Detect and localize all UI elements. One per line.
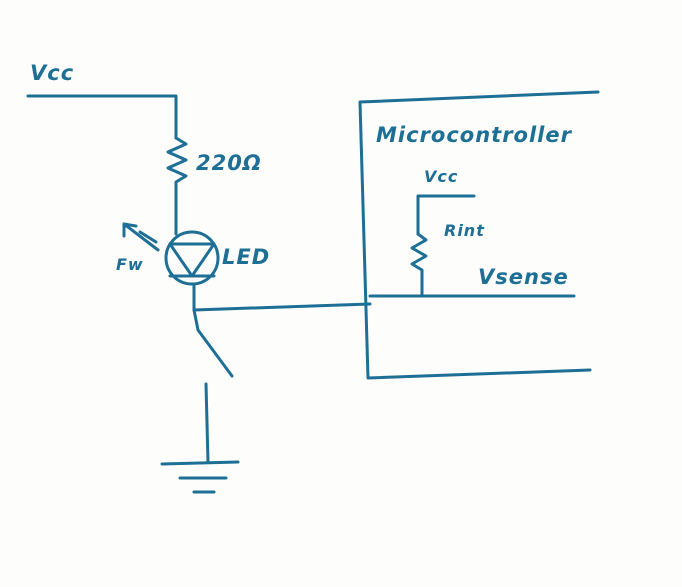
led-body-icon xyxy=(164,230,220,286)
led-triangle-icon xyxy=(168,242,216,278)
microcontroller-block: Microcontroller Vcc Rint Vsense xyxy=(358,90,600,380)
resistor-zigzag-icon xyxy=(166,136,188,236)
vcc-internal-wire xyxy=(416,194,476,236)
switch-ground-wire xyxy=(204,382,210,464)
internal-resistor-label: Rint xyxy=(444,221,485,240)
vcc-main-label: Vcc xyxy=(30,61,74,85)
vcc-main-wire xyxy=(26,94,178,140)
mcu-outline xyxy=(358,90,600,380)
switch xyxy=(192,308,234,464)
sense-line-wire xyxy=(192,302,372,312)
mcu-title-label: Microcontroller xyxy=(376,123,573,147)
light-arrow-icon-2 xyxy=(138,230,158,244)
vcc-internal-label: Vcc xyxy=(424,167,458,186)
sense-net-label: Vsense xyxy=(478,265,569,289)
light-arrow-icon xyxy=(122,222,160,252)
internal-resistor-zigzag-icon xyxy=(410,232,428,298)
resistor-value-label: 220Ω xyxy=(196,151,262,175)
vcc-main-net: Vcc xyxy=(26,61,178,140)
series-resistor: 220Ω xyxy=(166,136,262,236)
light-symbol-label: Fw xyxy=(116,255,144,274)
led-label: LED xyxy=(222,245,270,269)
led: LED Fw xyxy=(116,222,270,286)
switch-lever-icon xyxy=(192,308,234,378)
ground-symbol-icon xyxy=(160,460,240,494)
